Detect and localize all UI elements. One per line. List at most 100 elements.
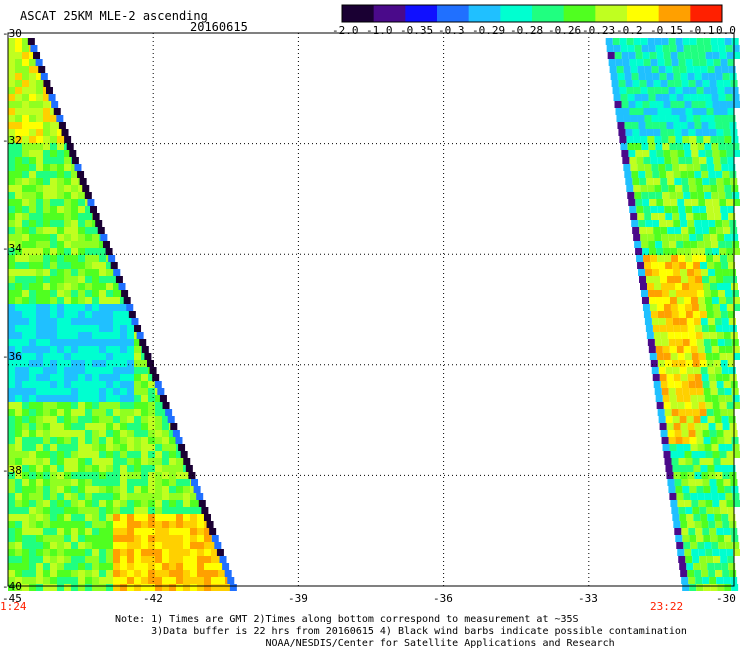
swath-cell — [15, 192, 22, 199]
swath-cell — [22, 493, 29, 500]
swath-cell — [726, 500, 734, 507]
swath-cell — [78, 346, 85, 353]
swath-cell — [661, 38, 669, 45]
swath-cell — [722, 171, 730, 178]
swath-cell — [660, 332, 668, 339]
swath-edge-cell — [105, 248, 113, 255]
swath-cell — [106, 458, 113, 465]
swath-cell — [732, 143, 740, 150]
swath-cell — [724, 388, 732, 395]
swath-cell — [649, 101, 657, 108]
swath-cell — [655, 241, 663, 248]
swath-cell — [141, 528, 148, 535]
swath-cell — [176, 528, 183, 535]
swath-cell — [176, 535, 183, 542]
swath-edge-cell — [193, 486, 201, 493]
swath-cell — [36, 262, 43, 269]
swath-cell — [57, 388, 64, 395]
swath-cell — [29, 542, 36, 549]
swath-cell — [721, 66, 729, 73]
swath-cell — [36, 115, 43, 122]
swath-cell — [43, 171, 50, 178]
swath-cell — [22, 514, 29, 521]
swath-cell — [8, 178, 15, 185]
swath-cell — [29, 339, 36, 346]
swath-cell — [711, 241, 719, 248]
swath-cell — [50, 493, 57, 500]
lon-label: -36 — [433, 592, 453, 605]
swath-cell — [78, 416, 85, 423]
swath-cell — [29, 66, 36, 73]
swath-cell — [22, 220, 29, 227]
swath-cell — [43, 311, 50, 318]
swath-cell — [705, 199, 713, 206]
swath-cell — [727, 507, 735, 514]
swath-cell — [658, 115, 666, 122]
swath-edge-cell — [677, 549, 685, 556]
colorbar-label: -0.23 — [582, 24, 616, 37]
swath-cell — [127, 528, 134, 535]
swath-cell — [141, 458, 148, 465]
swath-cell — [169, 479, 176, 486]
swath-cell — [197, 528, 204, 535]
swath-cell — [659, 73, 667, 80]
swath-cell — [148, 549, 155, 556]
swath-cell — [639, 178, 647, 185]
swath-cell — [85, 458, 92, 465]
swath-cell — [64, 493, 71, 500]
swath-cell — [692, 108, 700, 115]
swath-cell — [50, 332, 57, 339]
swath-cell — [50, 360, 57, 367]
swath-cell — [22, 80, 29, 87]
swath-cell — [731, 584, 739, 591]
swath-cell — [134, 395, 141, 402]
swath-cell — [630, 66, 638, 73]
swath-cell — [92, 535, 99, 542]
swath-cell — [64, 283, 71, 290]
swath-cell — [148, 416, 155, 423]
colorbar-segment — [563, 5, 596, 22]
swath-cell — [723, 178, 731, 185]
swath-cell — [639, 80, 647, 87]
swath-cell — [106, 514, 113, 521]
swath-cell — [621, 52, 629, 59]
grid-lines — [8, 33, 734, 586]
swath-cell — [176, 458, 183, 465]
swath-cell — [638, 73, 646, 80]
swath-cell — [8, 150, 15, 157]
swath-cell — [92, 332, 99, 339]
swath-edge-cell — [617, 122, 625, 129]
swath-cell — [632, 80, 640, 87]
swath-cell — [106, 388, 113, 395]
swath-edge-cell — [631, 220, 639, 227]
swath-cell — [682, 535, 690, 542]
swath-cell — [705, 150, 713, 157]
swath-cell — [134, 486, 141, 493]
swath-cell — [670, 150, 678, 157]
swath-cell — [127, 570, 134, 577]
swath-cell — [155, 500, 162, 507]
swath-cell — [668, 290, 676, 297]
swath-cell — [50, 339, 57, 346]
swath-cell — [29, 276, 36, 283]
swath-cell — [78, 430, 85, 437]
swath-cell — [733, 52, 740, 59]
swath-cell — [661, 234, 669, 241]
swath-cell — [725, 493, 733, 500]
swath-cell — [120, 444, 127, 451]
swath-cell — [719, 101, 727, 108]
swath-cell — [211, 584, 218, 591]
swath-cell — [36, 402, 43, 409]
swath-cell — [99, 304, 106, 311]
swath-cell — [725, 143, 733, 150]
swath-cell — [15, 283, 22, 290]
swath-cell — [64, 486, 71, 493]
swath-edge-cell — [623, 164, 631, 171]
swath-cell — [78, 248, 85, 255]
swath-cell — [15, 150, 22, 157]
swath-cell — [694, 521, 702, 528]
swath-cell — [683, 241, 691, 248]
swath-cell — [148, 556, 155, 563]
swath-cell — [713, 206, 721, 213]
swath-cell — [678, 108, 686, 115]
